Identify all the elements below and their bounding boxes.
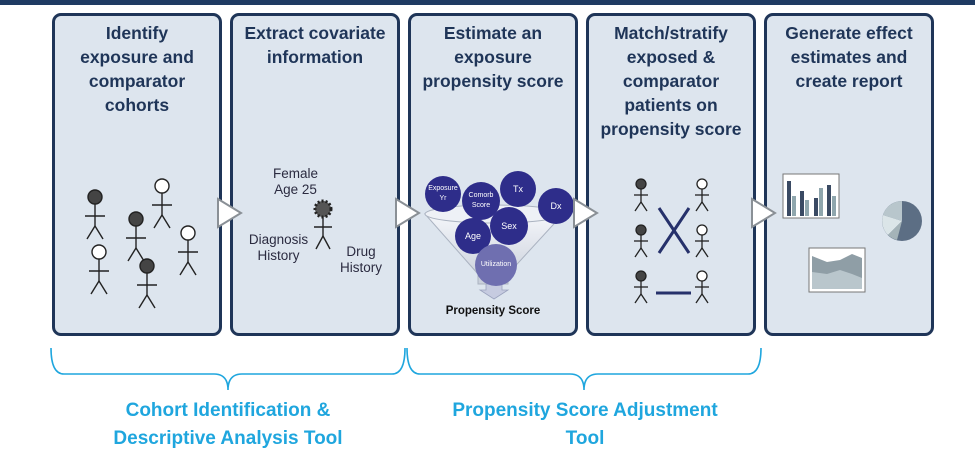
bubble-utilization: Utilization [475, 244, 517, 286]
brace-cohort-tool [50, 347, 406, 391]
propensity-score-label: Propensity Score [445, 305, 541, 317]
report-charts [782, 173, 922, 293]
panel-title: Extract covariate information [244, 23, 386, 67]
brace-propensity-tool [406, 347, 762, 391]
arrow-3-4 [573, 197, 599, 229]
covariate-female-age: Female Age 25 [272, 166, 318, 197]
bubble-dx: Dx [538, 188, 574, 224]
patient-figure [313, 199, 333, 250]
bubble-tx: Tx [500, 171, 536, 207]
arrow-2-3 [395, 197, 421, 229]
covariate-drug-history: Drug History [339, 244, 382, 275]
panel-generate-report: Generate effect estimates and create rep… [764, 13, 934, 336]
cohort-people-figures [85, 178, 198, 309]
matching-figures [634, 178, 709, 304]
panel-match-stratify: Match/stratify exposed & comparator pati… [586, 13, 756, 336]
arrow-1-2 [217, 197, 243, 229]
panel-estimate-propensity: Estimate an exposure propensity score Ex… [408, 13, 578, 336]
bubble-age: Age [455, 218, 491, 254]
cohort-tool-label: Cohort Identification & Descriptive Anal… [113, 400, 343, 449]
top-bar [0, 0, 975, 5]
covariate-diagnosis-history: Diagnosis History [248, 232, 309, 263]
panel-identify-cohorts: Identify exposure and comparator cohorts [52, 13, 222, 336]
panel-title: Generate effect estimates and create rep… [785, 23, 913, 91]
panel-title: Identify exposure and comparator cohorts [80, 23, 194, 115]
panel-title: Match/stratify exposed & comparator pati… [600, 23, 742, 139]
bubble-exposure-year: Exposure Yr [425, 176, 461, 212]
panel-title: Estimate an exposure propensity score [422, 23, 564, 91]
propensity-tool-label: Propensity Score Adjustment Tool [452, 400, 718, 449]
arrow-4-5 [751, 197, 777, 229]
panel-extract-covariates: Extract covariate information Female Age… [230, 13, 400, 336]
bubble-sex: Sex [490, 207, 528, 245]
